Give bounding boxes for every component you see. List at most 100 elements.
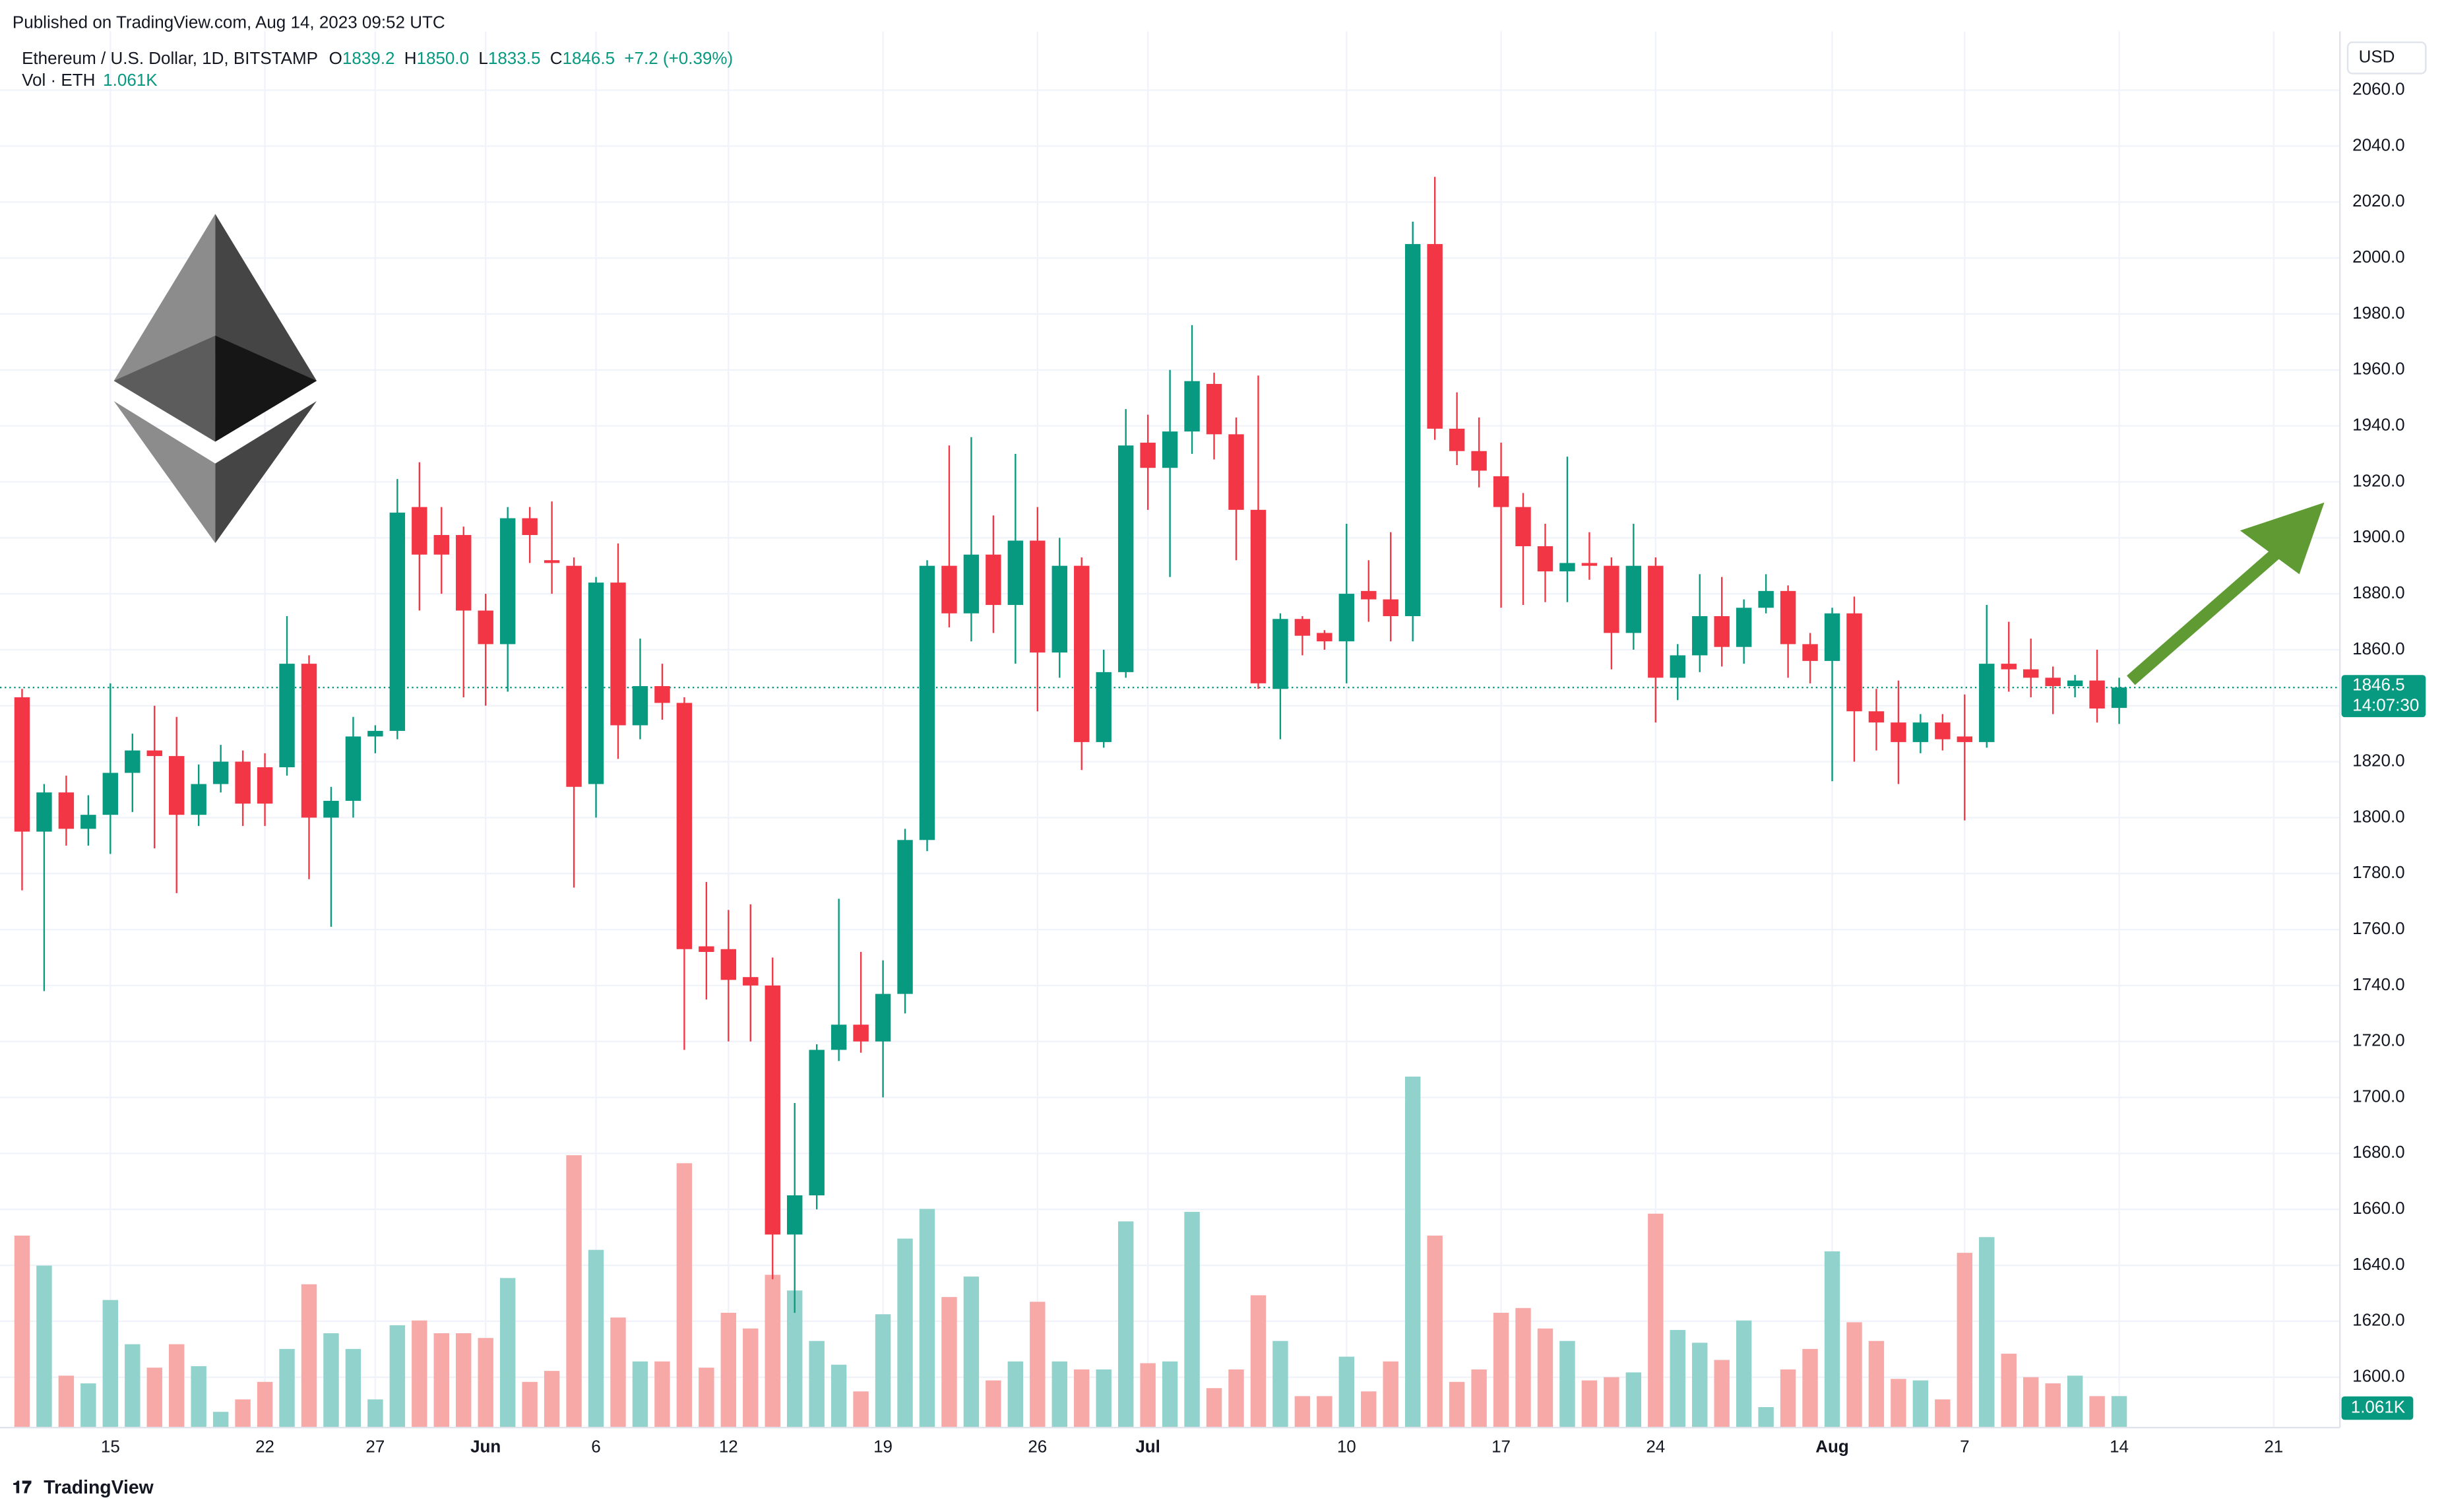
volume-bar [1338, 1356, 1355, 1428]
candle-body [919, 565, 935, 840]
candle-body [1404, 243, 1421, 617]
candle-body [1758, 590, 1774, 608]
y-tick-label: 1860.0 [2352, 639, 2405, 658]
candle-body [1140, 443, 1156, 468]
tv-logo: 𝟏𝟕 [13, 1477, 32, 1497]
c-key: C [550, 48, 563, 68]
volume-bar [831, 1364, 847, 1428]
logo-part [215, 335, 317, 442]
y-tick-label: 1960.0 [2352, 359, 2405, 379]
h-key: H [404, 48, 417, 68]
y-tick-label: 1780.0 [2352, 862, 2405, 882]
volume-bar [654, 1361, 670, 1428]
volume-bar [986, 1380, 1001, 1428]
volume-bar [1162, 1361, 1178, 1428]
volume-bar [1030, 1302, 1046, 1428]
candle-body [1427, 243, 1443, 429]
y-tick-label: 1980.0 [2352, 303, 2405, 323]
candle-body [676, 703, 693, 949]
candle-body [897, 840, 913, 994]
x-tick-label: 14 [2110, 1437, 2129, 1457]
volume-bar [1581, 1380, 1598, 1428]
candle-body [2001, 664, 2017, 670]
volume-last-box [2341, 1396, 2414, 1420]
y-tick-label: 1620.0 [2352, 1310, 2405, 1330]
volume-bar [720, 1312, 737, 1428]
volume-bar [1493, 1312, 1509, 1428]
volume-bar [1449, 1381, 1465, 1428]
volume-bar [1471, 1369, 1487, 1428]
candle-body [1493, 476, 1509, 507]
volume-bar [1714, 1360, 1730, 1428]
candle-body [257, 767, 273, 804]
volume-bar [2089, 1396, 2105, 1428]
volume-bar [499, 1278, 516, 1428]
candle-body [2089, 680, 2105, 709]
candle-body [212, 761, 229, 784]
y-tick-label: 1600.0 [2352, 1366, 2405, 1386]
volume-bar [786, 1290, 803, 1428]
symbol: Ethereum / U.S. Dollar, 1D, BITSTAMP [22, 48, 318, 68]
candle-body [1935, 722, 1951, 740]
candle-body [699, 946, 714, 952]
volume-bar [2001, 1354, 2017, 1428]
y-tick-label: 2020.0 [2352, 191, 2405, 210]
footer: TradingView [44, 1477, 154, 1498]
x-tick-label: 26 [1028, 1437, 1047, 1457]
candle-body [853, 1024, 869, 1042]
volume-bar [1604, 1377, 1619, 1428]
candle-body [456, 535, 472, 611]
candle-body [345, 736, 361, 801]
candle-body [2111, 687, 2127, 709]
volume-bar [699, 1368, 714, 1428]
candle-body [412, 507, 427, 555]
volume-bar [1007, 1361, 1024, 1428]
candle-body [1338, 594, 1355, 642]
candle-body [1184, 381, 1200, 432]
volume-bar [1692, 1342, 1708, 1428]
volume-bar [1736, 1320, 1752, 1428]
candle-body [102, 772, 119, 815]
volume-bar [1184, 1212, 1200, 1428]
candle-body [235, 761, 251, 804]
x-tick-label: 7 [1960, 1437, 1969, 1457]
volume-bar [1383, 1361, 1398, 1428]
volume-bar [897, 1238, 913, 1428]
candle-body [1979, 664, 1995, 742]
candle-body [1670, 655, 1685, 678]
volume-bar [1096, 1369, 1112, 1428]
y-tick-label: 1800.0 [2352, 806, 2405, 826]
candles [14, 177, 2127, 1313]
volume-bar [1670, 1330, 1685, 1428]
candle-body [478, 610, 493, 645]
candle-body [1604, 565, 1619, 633]
y-tick-label: 1880.0 [2352, 583, 2405, 602]
x-tick-label: 17 [1491, 1437, 1511, 1457]
candle-body [1802, 644, 1818, 661]
c-val: 1846.5 [563, 48, 615, 68]
currency-box[interactable] [2346, 41, 2427, 75]
candle-body [1051, 565, 1067, 653]
candle-body [875, 993, 891, 1042]
volume-bar [1361, 1391, 1377, 1428]
volume-bar [1272, 1340, 1288, 1428]
candle-body [610, 583, 626, 726]
y-tick-label: 2060.0 [2352, 79, 2405, 98]
y-tick-label: 1680.0 [2352, 1142, 2405, 1162]
volume-bar [456, 1333, 472, 1428]
volume-bar [676, 1163, 693, 1428]
candle-body [279, 664, 295, 768]
change: +7.2 (+0.39%) [624, 48, 733, 68]
volume-bar [80, 1383, 96, 1428]
candle-body [1537, 546, 1553, 572]
volume-bar [1979, 1237, 1995, 1428]
vol-legend: Vol · ETH 1.061K [22, 70, 158, 90]
candle-body [80, 815, 96, 829]
volume-bar [1404, 1076, 1421, 1428]
candle-body [654, 686, 670, 703]
ethereum-logo [113, 214, 317, 544]
o-val: 1839.2 [342, 48, 395, 68]
candle-body [1912, 722, 1929, 742]
volume-bar [1074, 1369, 1090, 1428]
